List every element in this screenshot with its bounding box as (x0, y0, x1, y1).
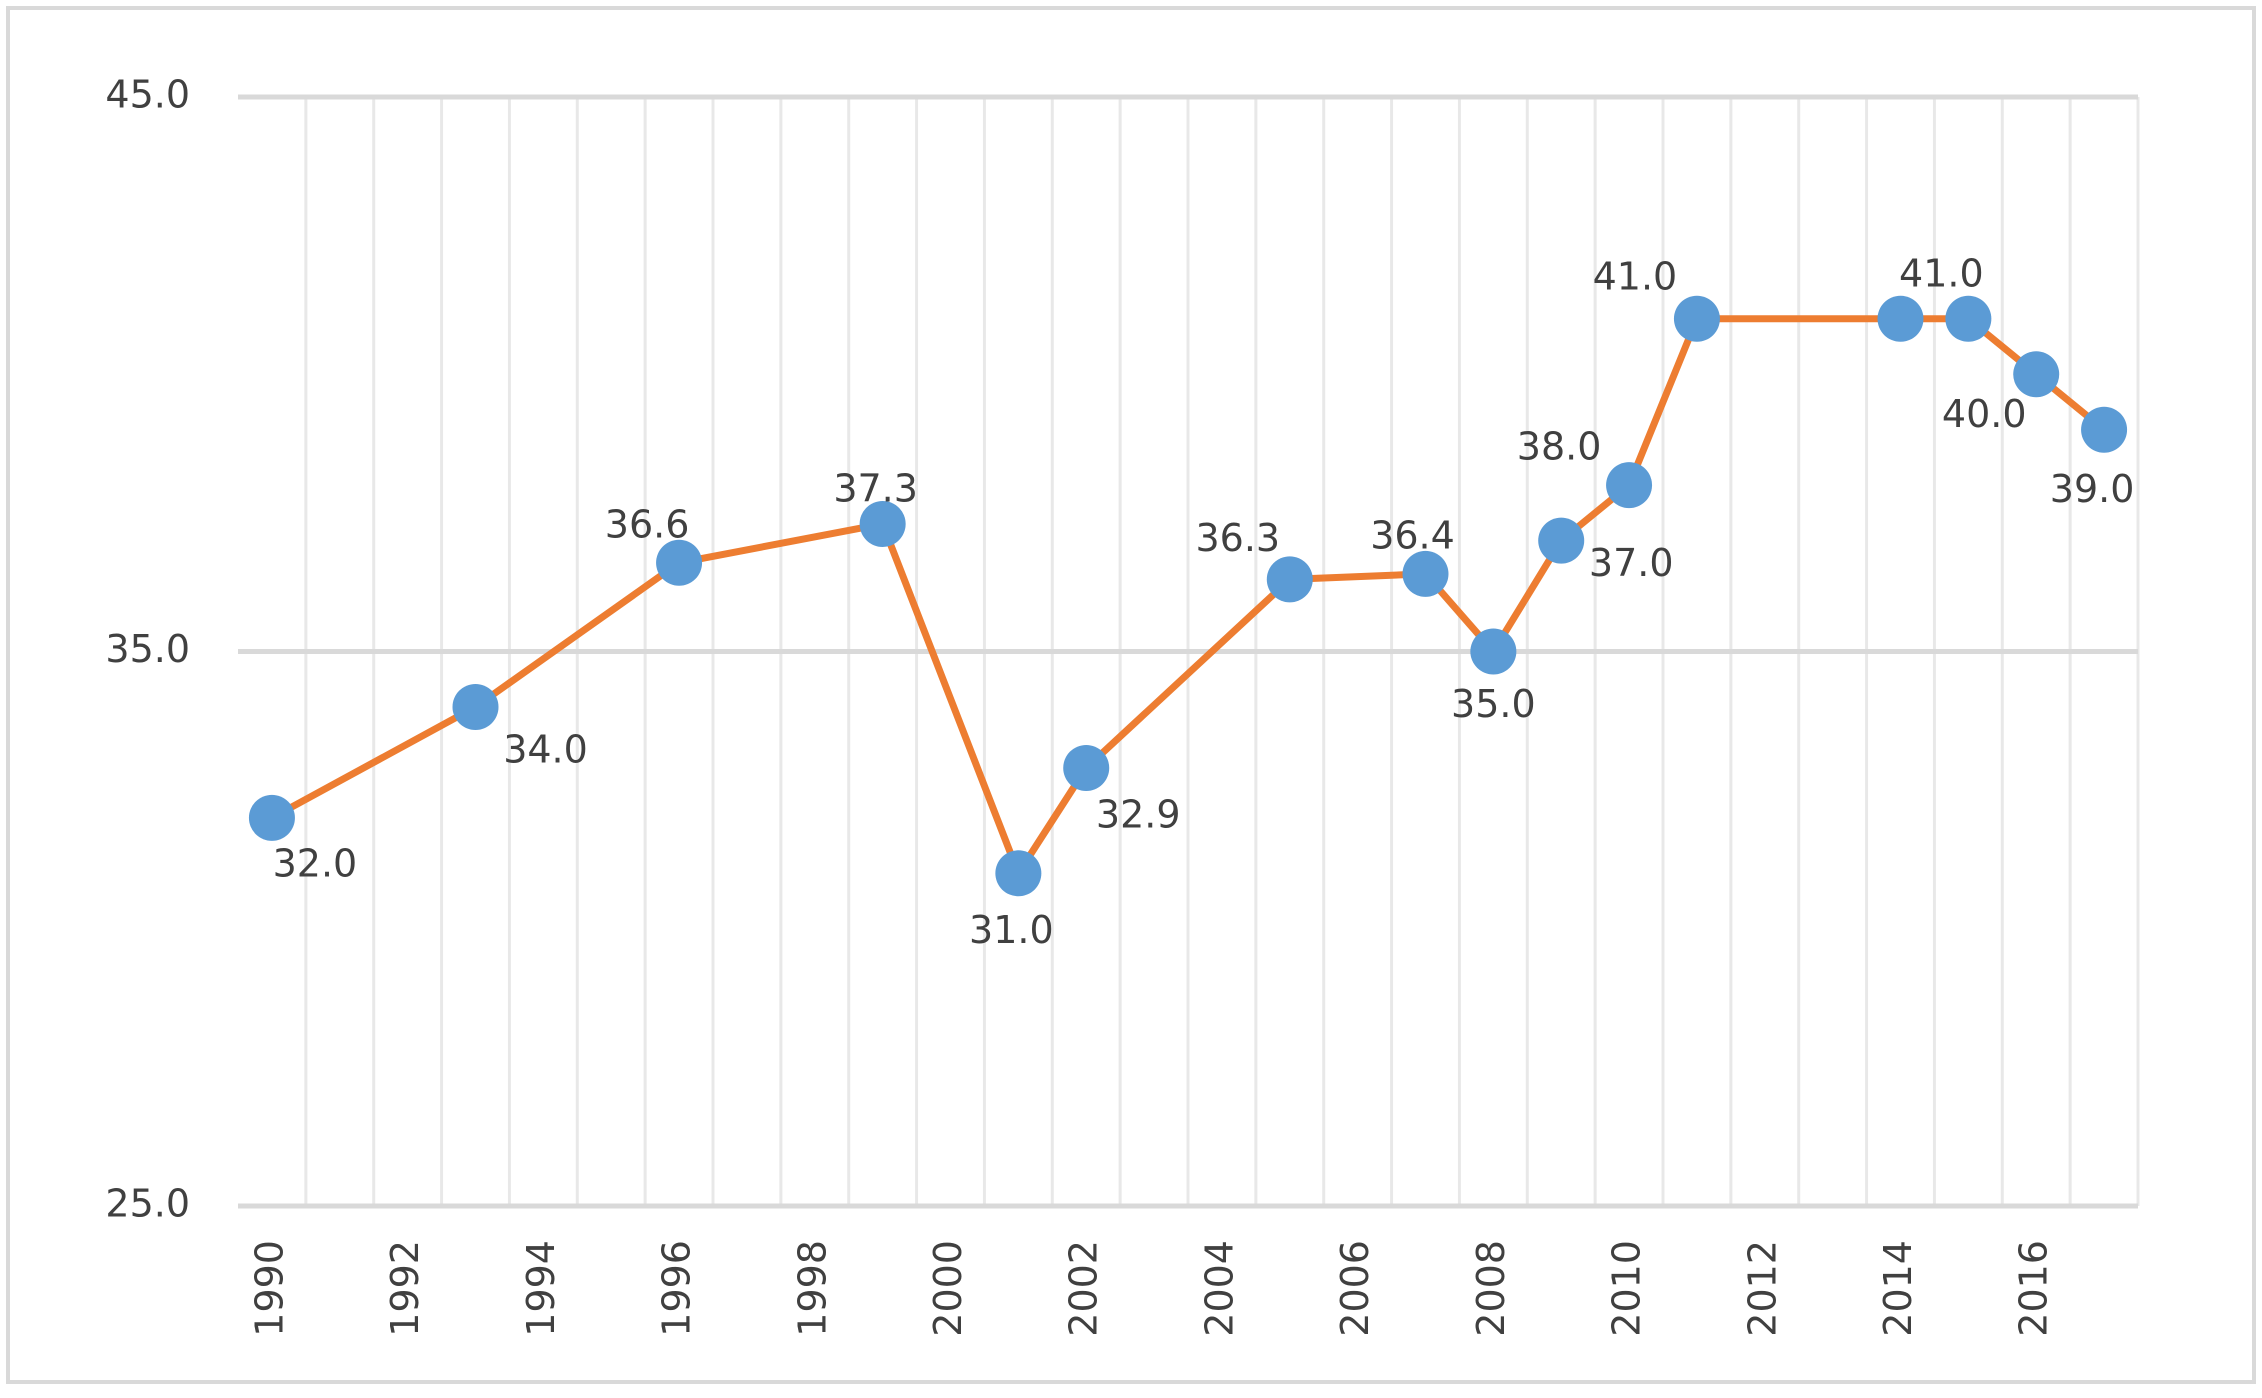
x-axis-ticks: 1990 1992 1994 1996 1998 2000 2002 2004 2006 2008… (247, 1240, 2055, 1337)
data-label: 31.0 (969, 908, 1054, 952)
data-point-marker (1877, 295, 1924, 342)
data-label: 37.3 (833, 466, 918, 510)
data-label: 36.6 (605, 502, 690, 546)
data-point-marker (1470, 628, 1517, 675)
data-label: 36.4 (1370, 513, 1455, 557)
x-tick-label: 2006 (1333, 1240, 1377, 1337)
gridlines (238, 94, 2140, 1209)
x-tick-label: 2012 (1740, 1240, 1784, 1337)
data-point-marker (656, 539, 703, 586)
data-label: 36.3 (1195, 516, 1280, 560)
data-point-marker (1063, 744, 1110, 791)
y-tick-label: 45.0 (105, 73, 190, 117)
data-label: 39.0 (2050, 467, 2135, 511)
data-label: 41.0 (1593, 254, 1678, 298)
y-tick-label: 35.0 (105, 627, 190, 671)
data-labels: 32.0 34.0 36.6 37.3 31.0 32.9 36.3 36.4 35.0 37.0… (273, 251, 2135, 952)
x-tick-label: 1998 (790, 1240, 834, 1337)
x-tick-label: 2014 (1876, 1240, 1920, 1337)
chart-frame (6, 6, 2256, 1384)
data-point-marker (1606, 462, 1653, 509)
data-label: 37.0 (1589, 541, 1674, 585)
data-label: 38.0 (1517, 425, 1602, 469)
x-tick-label: 1996 (655, 1240, 699, 1337)
data-point-marker (2081, 406, 2128, 453)
x-tick-label: 1990 (247, 1240, 291, 1337)
data-point-marker (1538, 517, 1585, 564)
data-label: 40.0 (1942, 392, 2027, 436)
data-point-marker (248, 794, 295, 841)
data-point-marker (1945, 295, 1992, 342)
data-label: 35.0 (1451, 682, 1536, 726)
data-point-marker (1402, 550, 1449, 597)
data-point-marker (859, 500, 906, 547)
x-tick-label: 2008 (1469, 1240, 1513, 1337)
x-tick-label: 2000 (926, 1240, 970, 1337)
data-label: 32.9 (1096, 792, 1181, 836)
x-tick-label: 1994 (519, 1240, 563, 1337)
y-tick-label: 25.0 (105, 1182, 190, 1226)
data-point-marker (1266, 556, 1313, 603)
x-tick-label: 1992 (383, 1240, 427, 1337)
series-line (248, 295, 2128, 897)
series-line-path (270, 315, 2107, 877)
x-tick-label: 2002 (1062, 1240, 1106, 1337)
x-tick-label: 2010 (1605, 1240, 1649, 1337)
y-axis-ticks: 25.0 35.0 45.0 (105, 73, 190, 1226)
data-point-marker (1673, 295, 1720, 342)
x-tick-label: 2004 (1197, 1240, 1241, 1337)
data-label: 34.0 (503, 727, 588, 771)
data-label: 32.0 (273, 841, 358, 885)
x-tick-label: 2016 (2012, 1240, 2056, 1337)
data-point-marker (995, 850, 1042, 897)
data-point-marker (2013, 351, 2060, 398)
data-label: 41.0 (1899, 251, 1984, 295)
data-point-marker (452, 683, 499, 730)
